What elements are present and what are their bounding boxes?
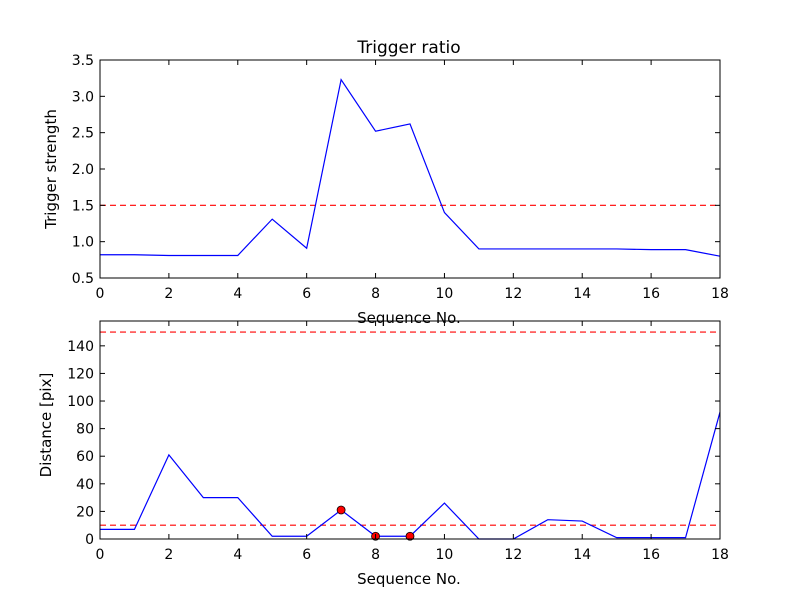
bottom-y-tick-label: 60 [76, 449, 94, 465]
bottom-x-tick-label: 18 [711, 547, 729, 563]
top-x-tick-label: 6 [302, 286, 311, 302]
top-chart-xlabel: Sequence No. [357, 309, 461, 327]
bottom-y-tick-label: 20 [76, 504, 94, 520]
bottom-x-tick-label: 10 [436, 547, 454, 563]
bottom-x-tick-label: 8 [371, 547, 380, 563]
bottom-marker-point [405, 531, 415, 541]
top-axes-frame [99, 59, 721, 279]
top-series-line [100, 78, 721, 257]
bottom-chart-plot: 0 2 4 6 8 10 12 14 16 18 0 20 40 60 80 100 120 140 [67, 320, 729, 563]
bottom-y-tick-label: 0 [85, 532, 94, 548]
top-x-tick-label: 14 [573, 286, 591, 302]
bottom-chart-ylabel: Distance [pix] [37, 373, 55, 478]
bottom-y-tick-label: 40 [76, 477, 94, 493]
bottom-x-tick-label: 0 [96, 547, 105, 563]
top-x-tick-label: 12 [504, 286, 522, 302]
bottom-marker-point [336, 505, 346, 515]
top-chart-title: Trigger ratio [356, 38, 460, 58]
top-x-tick-label: 16 [642, 286, 660, 302]
bottom-x-tick-label: 6 [302, 547, 311, 563]
top-y-tick-label: 2.5 [72, 126, 94, 142]
top-y-tick-label: 0.5 [72, 271, 94, 287]
bottom-y-tick-label: 100 [67, 394, 94, 410]
top-x-tick-label: 4 [233, 286, 242, 302]
top-y-tick-label: 1.5 [72, 198, 94, 214]
bottom-x-tick-label: 16 [642, 547, 660, 563]
top-x-tick-label: 2 [164, 286, 173, 302]
bottom-chart-xlabel: Sequence No. [357, 570, 461, 588]
bottom-x-tick-label: 14 [573, 547, 591, 563]
top-y-tick-label: 1.0 [72, 235, 94, 251]
bottom-y-tick-label: 120 [67, 366, 94, 382]
top-x-tick-label: 8 [371, 286, 380, 302]
bottom-y-tick-label: 140 [67, 339, 94, 355]
top-x-tick-label: 10 [436, 286, 454, 302]
bottom-series-line [100, 411, 721, 540]
top-x-tick-label: 18 [711, 286, 729, 302]
top-chart-plot: 0 2 4 6 8 10 12 14 16 18 0.5 1.0 1.5 2.0 2.5 3.0 3.5 [72, 53, 729, 302]
top-y-tick-label: 2.0 [72, 162, 94, 178]
bottom-x-tick-label: 2 [164, 547, 173, 563]
bottom-y-tick-label: 80 [76, 422, 94, 438]
bottom-axes-frame [99, 320, 721, 540]
top-chart-ylabel: Trigger strength [42, 109, 60, 230]
top-x-tick-label: 0 [96, 286, 105, 302]
bottom-x-tick-label: 4 [233, 547, 242, 563]
bottom-x-tick-label: 12 [504, 547, 522, 563]
top-y-tick-label: 3.5 [72, 53, 94, 69]
top-y-tick-label: 3.0 [72, 89, 94, 105]
